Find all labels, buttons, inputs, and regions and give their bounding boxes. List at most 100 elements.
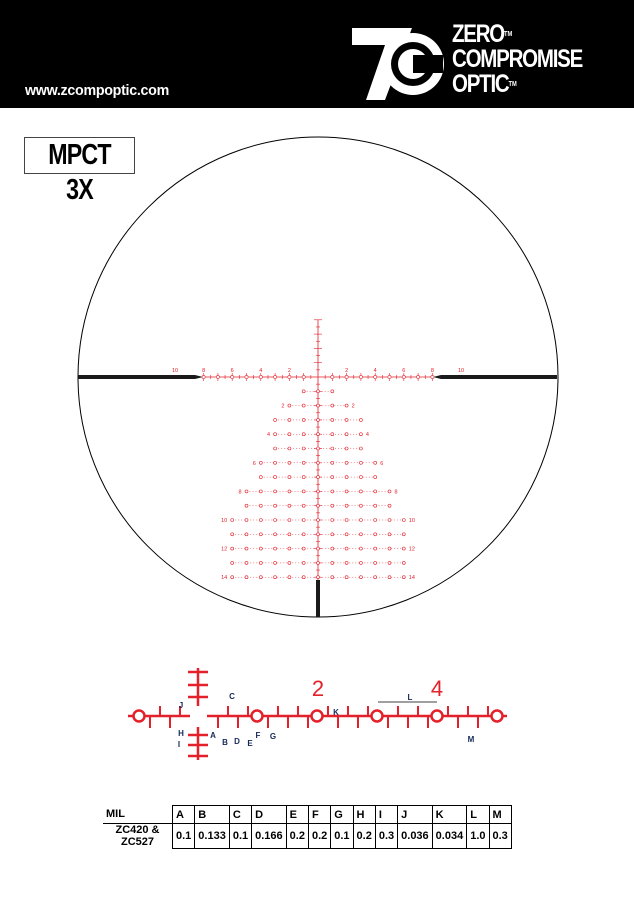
horizontal-mil-dot: [373, 375, 378, 379]
holdover-dot: [359, 575, 363, 580]
table-header-cell: G: [330, 805, 354, 824]
website-link[interactable]: www.zcompoptic.com: [25, 82, 169, 99]
holdover-dot: [273, 418, 277, 422]
detail-mil-circle: [310, 709, 324, 723]
holdover-label: 12: [409, 547, 415, 553]
holdover-dot: [330, 503, 335, 508]
holdover-label: 14: [221, 575, 227, 581]
holdover-dot: [258, 489, 263, 494]
horizontal-label: 10: [172, 368, 178, 374]
holdover-dot: [359, 546, 363, 551]
holdover-dot: [316, 518, 320, 522]
holdover-dot: [287, 561, 292, 565]
holdover-dot: [359, 446, 363, 451]
holdover-dot: [344, 418, 349, 422]
detail-label-4: 4: [431, 676, 443, 701]
holdover-dot: [344, 532, 349, 537]
holdover-dot: [287, 489, 292, 494]
horizontal-mil-dot: [258, 375, 263, 379]
holdover-dot: [316, 561, 320, 565]
left-thick-post: [78, 375, 203, 379]
holdover-dot: [258, 532, 263, 537]
table-header-cell: I: [374, 805, 399, 824]
holdover-dot: [273, 503, 277, 508]
table-header-cell: F: [307, 805, 332, 824]
holdover-dot: [359, 518, 363, 522]
holdover-dot: [230, 546, 234, 551]
horizontal-mil-dot: [344, 375, 349, 379]
table-cell: 0.3: [488, 823, 512, 849]
holdover-dot: [387, 546, 392, 551]
holdover-dot: [316, 546, 320, 551]
holdover-dot: [301, 518, 306, 522]
horizontal-label: 2: [288, 368, 291, 374]
holdover-dot: [359, 460, 363, 465]
dimension-label-A: A: [210, 731, 216, 740]
holdover-label: 2: [281, 404, 284, 410]
table-cell: 0.036: [397, 823, 433, 849]
dimension-label-J: J: [179, 701, 183, 710]
horizontal-mil-dot: [430, 375, 435, 379]
holdover-dot: [287, 418, 292, 422]
holdover-dot: [373, 503, 378, 508]
holdover-dot: [258, 546, 263, 551]
holdover-dot: [301, 575, 306, 580]
holdover-dot: [373, 532, 378, 537]
holdover-dot: [401, 575, 406, 580]
holdover-dot: [401, 532, 406, 537]
holdover-dot: [316, 532, 320, 537]
table-header-cell: M: [488, 805, 512, 824]
holdover-dot: [287, 546, 292, 551]
horizontal-mil-dot: [387, 375, 392, 379]
holdover-dot: [258, 460, 263, 465]
detail-mil-circle: [132, 709, 146, 723]
holdover-dot: [330, 546, 335, 551]
table-cell: 0.034: [431, 823, 468, 849]
holdover-dot: [359, 475, 363, 479]
zc-logo: [352, 28, 444, 100]
horizontal-mil-dot: [301, 375, 306, 379]
holdover-dot: [301, 446, 306, 451]
dimension-label-K: K: [333, 708, 339, 717]
holdover-dot: [244, 503, 249, 508]
holdover-dot: [287, 432, 292, 437]
holdover-dot: [301, 561, 306, 565]
holdover-dot: [301, 475, 306, 479]
holdover-dot: [330, 460, 335, 465]
holdover-label: 2: [352, 404, 355, 410]
table-cell: 0.133: [194, 823, 230, 849]
dimension-label-M: M: [468, 735, 475, 744]
holdover-dot: [287, 460, 292, 465]
horizontal-mil-dot: [244, 375, 249, 379]
table-header-cell: J: [397, 805, 433, 824]
table-header-cell: D: [251, 805, 287, 824]
holdover-dot: [330, 532, 335, 537]
holdover-label: 8: [238, 489, 241, 495]
dimension-label-E: E: [247, 739, 253, 748]
holdover-dot: [359, 418, 363, 422]
holdover-dot: [373, 518, 378, 522]
holdover-dot: [316, 489, 320, 494]
bottom-thick-post: [316, 580, 320, 617]
holdover-dot: [301, 389, 306, 394]
horizontal-mil-dot: [273, 375, 278, 379]
holdover-dot: [316, 432, 320, 437]
holdover-dot: [387, 561, 392, 565]
holdover-dot: [316, 460, 320, 465]
holdover-dot: [373, 575, 378, 580]
holdover-dot: [330, 432, 335, 437]
holdover-dot: [359, 489, 363, 494]
holdover-dot: [373, 546, 378, 551]
holdover-dot: [287, 503, 292, 508]
holdover-dot: [287, 446, 292, 451]
holdover-dot: [330, 575, 335, 580]
holdover-label: 8: [395, 489, 398, 495]
holdover-dot: [344, 460, 349, 465]
holdover-dot: [301, 432, 306, 437]
table-cell: 0.1: [330, 823, 354, 849]
holdover-dot: [344, 575, 349, 580]
holdover-dot: [230, 518, 234, 522]
holdover-dot: [273, 432, 277, 437]
holdover-dot: [287, 575, 292, 580]
holdover-dot: [330, 403, 335, 408]
